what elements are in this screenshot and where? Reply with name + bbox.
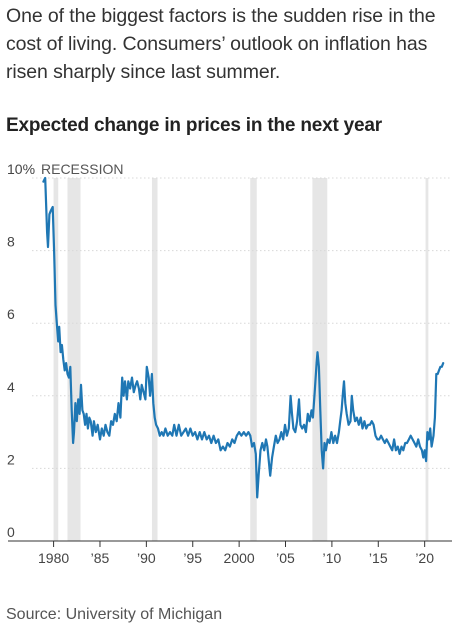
x-tick-label: ’20: [415, 550, 434, 566]
chart-title: Expected change in prices in the next ye…: [6, 115, 382, 136]
recession-band: [151, 178, 158, 541]
recession-band: [425, 178, 429, 541]
recession-band: [312, 178, 328, 541]
recession-band: [53, 178, 59, 541]
x-tick-label: 2000: [224, 550, 255, 566]
recession-bands: [53, 178, 429, 541]
x-tick-label: ’85: [91, 550, 110, 566]
y-tick-label: 8: [7, 234, 15, 250]
recession-band: [67, 178, 81, 541]
recession-label: RECESSION: [41, 161, 123, 177]
series-line: [42, 176, 445, 499]
y-tick-label: 4: [7, 379, 15, 395]
y-tick-label: 0: [7, 524, 15, 540]
x-tick-label: ’05: [276, 550, 295, 566]
series-layer: [42, 176, 445, 499]
annotation-layer: RECESSION: [41, 161, 123, 177]
y-tick-label: 2: [7, 451, 15, 467]
y-tick-label: 6: [7, 306, 15, 322]
x-tick-label: ’95: [183, 550, 202, 566]
x-tick-label: 1980: [38, 550, 69, 566]
x-tick-label: ’15: [369, 550, 388, 566]
x-tick-label: ’90: [137, 550, 156, 566]
x-axis: 1980 ’85 ’90 ’95 2000 ’05 ’10 ’15 ’20: [38, 541, 434, 566]
source-note: Source: University of Michigan: [6, 606, 223, 623]
intro-paragraph: One of the biggest factors is the sudden…: [6, 5, 436, 83]
y-tick-label: 10%: [7, 161, 35, 177]
recession-band: [250, 178, 257, 541]
x-tick-label: ’10: [323, 550, 342, 566]
